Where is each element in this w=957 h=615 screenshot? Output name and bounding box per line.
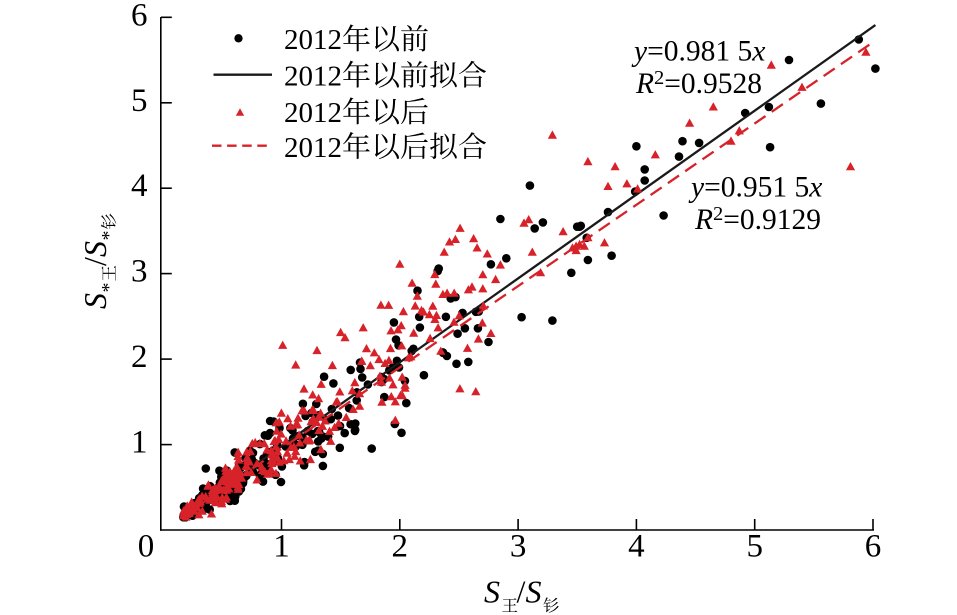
svg-text:2012: 2012	[284, 97, 342, 129]
svg-text:6: 6	[865, 529, 882, 565]
svg-text:2: 2	[131, 339, 148, 375]
svg-text:R2=0.9129: R2=0.9129	[694, 203, 821, 236]
svg-text:S: S	[77, 241, 113, 257]
svg-text:*: *	[98, 283, 120, 293]
svg-text:R2=0.9528: R2=0.9528	[635, 67, 762, 100]
svg-text:/: /	[77, 257, 113, 266]
svg-text:3: 3	[131, 254, 148, 290]
svg-text:1: 1	[273, 529, 290, 565]
svg-text:y=0.951 5x: y=0.951 5x	[688, 172, 822, 204]
svg-text:/: /	[517, 574, 526, 610]
svg-text:y=0.981 5x: y=0.981 5x	[631, 36, 765, 68]
svg-text:2012: 2012	[284, 60, 342, 92]
svg-text:3: 3	[510, 529, 527, 565]
svg-text:0: 0	[138, 529, 155, 565]
svg-text:S: S	[526, 574, 542, 610]
svg-text:4: 4	[628, 529, 645, 565]
svg-text:2: 2	[392, 529, 409, 565]
svg-text:2012: 2012	[284, 24, 342, 56]
svg-text:4: 4	[131, 168, 148, 204]
svg-text:5: 5	[131, 83, 148, 119]
svg-text:5: 5	[746, 529, 763, 565]
svg-text:1: 1	[131, 425, 148, 461]
svg-text:6: 6	[131, 0, 148, 33]
svg-text:S: S	[484, 574, 500, 610]
svg-text:*: *	[98, 231, 120, 241]
svg-text:2012: 2012	[284, 132, 342, 164]
svg-text:S: S	[77, 293, 113, 309]
